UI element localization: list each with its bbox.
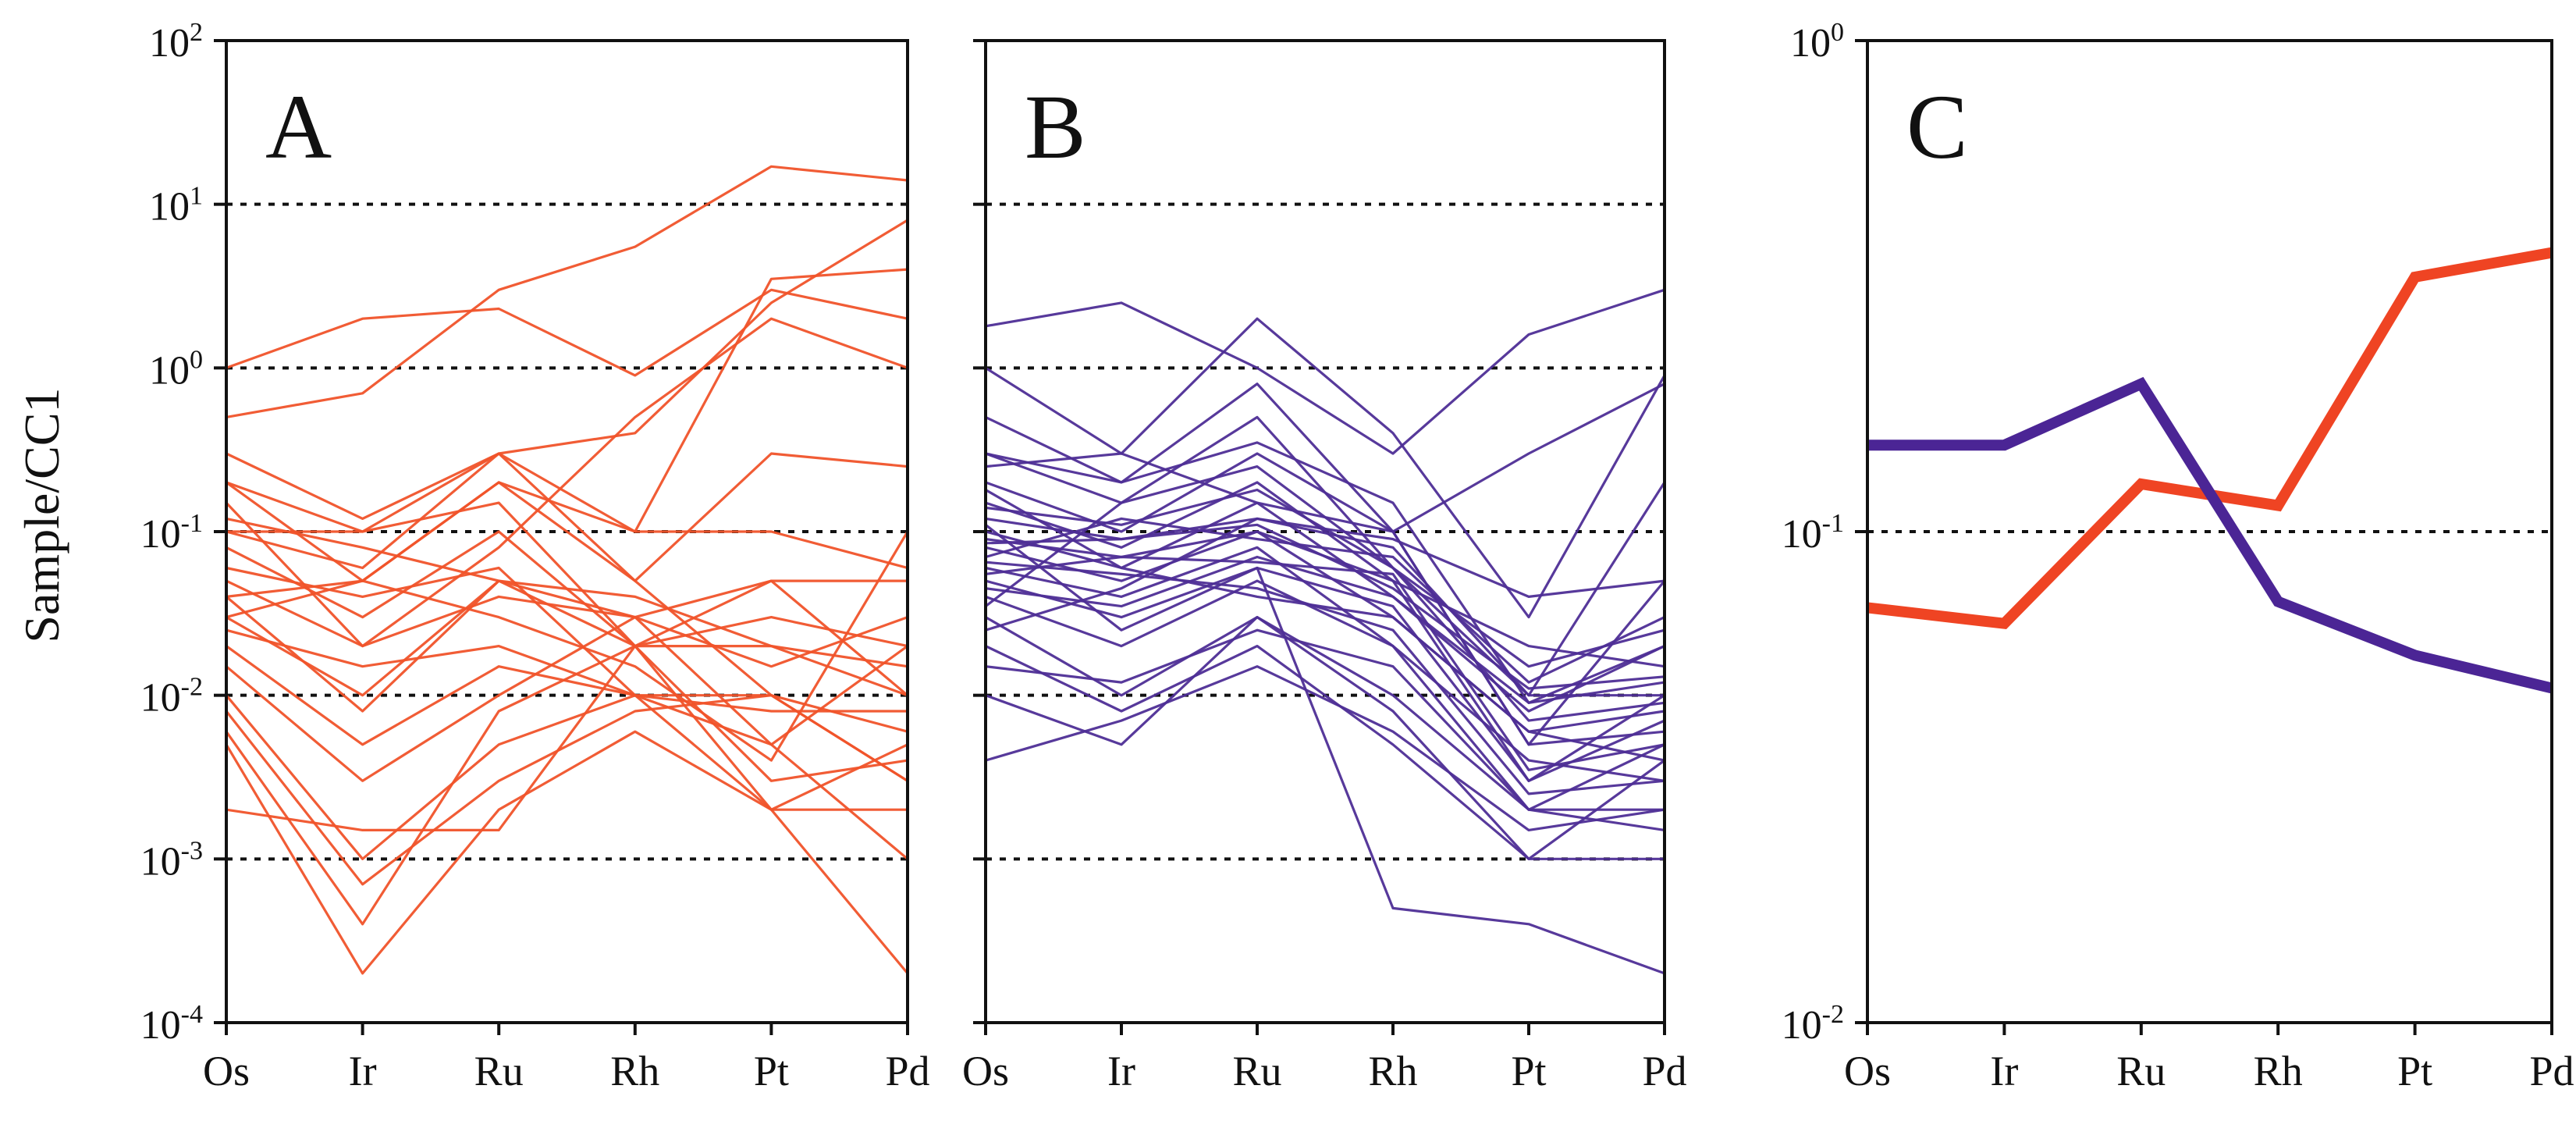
panel-b: Os Ir Ru Rh Pt Pd B (962, 39, 1687, 1094)
series-line (985, 665, 1665, 832)
series-line (226, 452, 908, 582)
panel-letter: C (1906, 76, 1968, 178)
x-tick-label: Rh (1368, 1048, 1417, 1094)
x-tick-label: Pt (754, 1048, 789, 1094)
series-line (985, 517, 1665, 697)
y-tick-label: 10-2 (1782, 1000, 1844, 1048)
x-tick-label: Rh (2254, 1048, 2303, 1094)
series-line (985, 530, 1665, 733)
series-line (985, 555, 1665, 771)
series-line (226, 452, 908, 570)
x-tick-label: Ir (1107, 1048, 1135, 1094)
x-tick-label: Pt (2397, 1048, 2432, 1094)
y-tick-label: 10-1 (140, 509, 203, 557)
panel-letter: B (1025, 76, 1086, 178)
series-line (225, 644, 908, 926)
series-line (985, 615, 1665, 811)
series-line (226, 579, 908, 648)
series-line (225, 694, 909, 860)
y-tick-label: 101 (149, 182, 203, 230)
series-line (985, 464, 1665, 668)
series-line (985, 555, 1665, 704)
y-tick-label: 102 (149, 18, 203, 66)
series-line (985, 383, 1665, 533)
y-tick-label: 10-4 (140, 1000, 203, 1048)
series-line (225, 694, 908, 886)
series-line (985, 488, 1665, 722)
series-line (226, 165, 908, 418)
panel-a: Os Ir Ru Rh Pt Pd 10-4 10-3 10-2 10-1 100 101 102 A (140, 18, 930, 1094)
x-tick-label: Pd (885, 1048, 929, 1094)
series-line (985, 644, 1665, 860)
y-axis-title: Sample/CC1 (14, 387, 69, 642)
series-line (985, 579, 1665, 782)
series-line (226, 481, 908, 782)
series-line (226, 219, 908, 521)
x-tick-label: Pt (1511, 1048, 1546, 1094)
series-line (985, 489, 1665, 762)
panel-letter: A (265, 76, 332, 178)
x-tick-label: Ru (1232, 1048, 1281, 1094)
series-line (985, 546, 1665, 811)
series-line (985, 523, 1665, 690)
series-line (226, 517, 908, 746)
x-tick-label: Ir (1990, 1048, 2018, 1094)
y-tick-label: 100 (1790, 18, 1844, 66)
y-tick-label: 10-2 (140, 673, 203, 721)
series-line (985, 628, 1665, 831)
series-line (985, 524, 1665, 782)
series-line (985, 615, 1665, 860)
series-line (226, 579, 909, 832)
series-line (225, 730, 908, 975)
y-tick-label: 100 (149, 345, 203, 393)
series-line (226, 628, 908, 713)
series-line (985, 317, 1666, 619)
x-tick-label: Pd (2529, 1048, 2574, 1094)
x-tick-label: Os (962, 1048, 1009, 1094)
series-line (226, 481, 908, 811)
series-line (985, 441, 1665, 704)
series-line (985, 288, 1665, 455)
series-line (225, 317, 908, 648)
series-line (225, 579, 908, 713)
series-line (1867, 247, 2553, 630)
series-line (985, 560, 1665, 795)
x-tick-label: Os (1844, 1048, 1891, 1094)
x-tick-label: Rh (610, 1048, 659, 1094)
series-line (226, 268, 908, 582)
panel-c: Os Ir Ru Rh Pt Pd 10-2 10-1 100 C (1782, 18, 2574, 1094)
series-line (226, 531, 909, 762)
x-tick-label: Ru (474, 1048, 524, 1094)
y-tick-label: 10-3 (140, 836, 203, 884)
x-tick-label: Pd (1642, 1048, 1686, 1094)
series-line (985, 566, 1665, 975)
y-tick-label: 10-1 (1782, 509, 1844, 557)
x-tick-label: Ru (2116, 1048, 2166, 1094)
series-line (226, 288, 908, 377)
series-line (226, 579, 908, 697)
series-line (985, 517, 1665, 684)
series-line (225, 615, 908, 782)
series-line (1867, 376, 2553, 694)
series-line (226, 645, 909, 974)
x-tick-label: Os (203, 1048, 250, 1094)
x-tick-label: Ir (349, 1048, 377, 1094)
